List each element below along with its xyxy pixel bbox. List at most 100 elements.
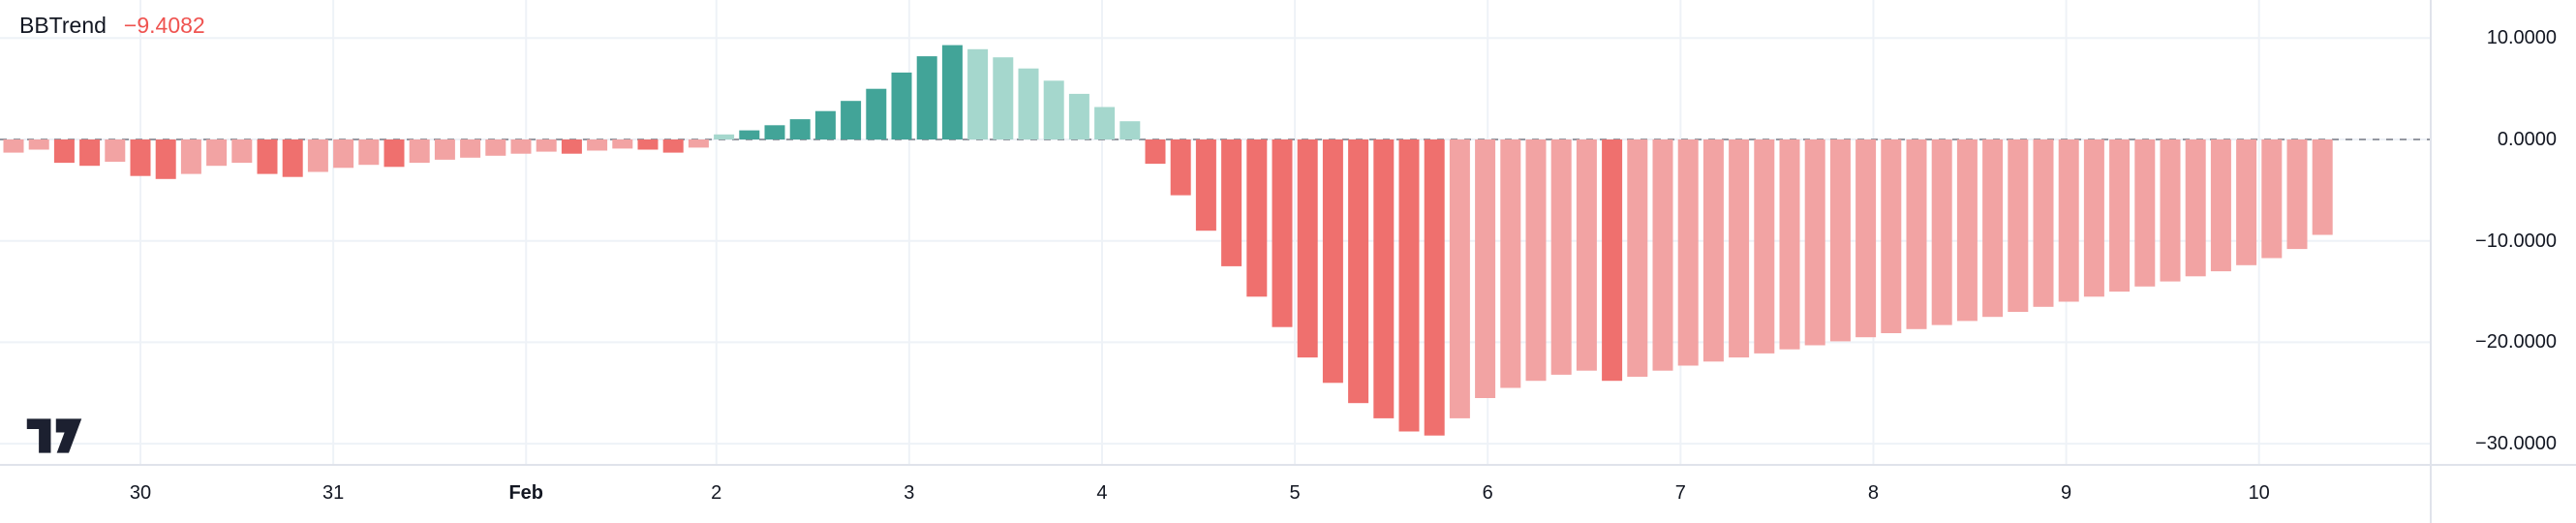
histogram-bar: [434, 139, 455, 160]
histogram-bar: [1525, 139, 1547, 382]
indicator-name[interactable]: BBTrend: [19, 13, 107, 38]
histogram-bar: [2312, 139, 2333, 235]
histogram-bar: [1729, 139, 1750, 358]
time-axis-label: 6: [1482, 482, 1493, 504]
histogram-bar: [993, 57, 1014, 140]
histogram-bar: [155, 139, 176, 179]
histogram-bar: [866, 88, 887, 140]
histogram-bar: [333, 139, 354, 169]
histogram-bar: [206, 139, 228, 167]
histogram-bar: [79, 139, 101, 167]
histogram-bar: [1068, 93, 1089, 139]
histogram-bar: [180, 139, 201, 174]
histogram-bar: [2008, 139, 2029, 312]
time-axis-label: 2: [711, 482, 722, 504]
histogram-bar: [2210, 139, 2231, 272]
indicator-value: −9.4082: [123, 13, 205, 38]
histogram-bar: [28, 139, 49, 150]
histogram-bar: [2185, 139, 2206, 277]
time-axis-label: 8: [1867, 482, 1880, 504]
histogram-bar: [1550, 139, 1572, 375]
price-axis-label: 0.0000: [2497, 129, 2557, 150]
histogram-bar: [1145, 139, 1166, 165]
histogram-bar: [1500, 139, 1521, 388]
histogram-bar: [1297, 139, 1318, 358]
histogram-bar: [764, 125, 785, 139]
time-axis-label: 10: [2248, 482, 2270, 504]
histogram-bar: [130, 139, 151, 176]
histogram-bar: [739, 130, 760, 139]
histogram-bar: [1982, 139, 2004, 318]
histogram-bar: [1576, 139, 1597, 371]
histogram-bar: [1043, 80, 1064, 139]
time-axis-label: 7: [1674, 482, 1686, 504]
histogram-bar: [841, 101, 862, 139]
histogram-bar: [561, 139, 582, 154]
histogram-bar: [1272, 139, 1293, 327]
histogram-bar: [967, 48, 989, 139]
price-axis-separator: [2430, 0, 2432, 523]
histogram-bar: [2109, 139, 2131, 292]
histogram-bar: [1195, 139, 1216, 231]
time-axis-label: 9: [2061, 482, 2072, 504]
price-axis-label: −20.0000: [2475, 331, 2557, 354]
histogram-bar: [1170, 139, 1191, 196]
histogram-bar: [637, 139, 659, 150]
tradingview-logo[interactable]: [25, 416, 83, 455]
tradingview-logo-icon: [26, 418, 82, 453]
histogram-bar: [105, 139, 126, 162]
histogram-bar: [2058, 139, 2079, 302]
histogram-bar: [1754, 139, 1775, 354]
histogram-bar: [891, 72, 912, 139]
price-axis-label: −30.0000: [2475, 433, 2557, 455]
histogram-bar: [485, 139, 506, 156]
plot-area[interactable]: BBTrend −9.4082: [0, 0, 2431, 465]
histogram-bar: [460, 139, 481, 158]
histogram-bar: [1881, 139, 1902, 333]
price-axis-label: 10.0000: [2486, 27, 2557, 49]
time-axis[interactable]: 30 31 Feb 2 3 4 5 6 7 8 9 10: [0, 466, 2576, 523]
histogram-bar: [2286, 139, 2308, 250]
histogram-bar: [2261, 139, 2283, 259]
histogram-bar: [1475, 139, 1496, 398]
histogram-bar: [231, 139, 253, 164]
histogram-bar: [941, 45, 963, 139]
histogram-bar: [2236, 139, 2257, 265]
histogram-bar: [1018, 68, 1039, 139]
price-axis[interactable]: 10.0000 0.0000 −10.0000 −20.0000 −30.0000: [2431, 0, 2576, 465]
histogram-bar: [789, 119, 811, 139]
time-axis-label: 3: [904, 482, 915, 504]
histogram-bar: [2160, 139, 2181, 282]
histogram-bar: [536, 139, 557, 152]
histogram-bar: [1094, 107, 1116, 139]
histogram-bar: [1652, 139, 1673, 371]
histogram-bar: [2134, 139, 2156, 287]
indicator-legend: BBTrend −9.4082: [19, 12, 205, 39]
histogram-bar: [587, 139, 608, 151]
bbtrend-histogram[interactable]: [0, 0, 2431, 465]
histogram-bar: [1602, 139, 1623, 382]
histogram-bar: [2083, 139, 2104, 297]
histogram-bar: [1855, 139, 1877, 338]
histogram-bar: [1322, 139, 1343, 384]
histogram-bar: [714, 134, 735, 139]
histogram-bar: [282, 139, 303, 177]
histogram-bar: [612, 139, 633, 149]
histogram-bar: [814, 110, 836, 139]
histogram-bar: [1804, 139, 1825, 346]
histogram-bar: [1348, 139, 1369, 404]
price-axis-label: −10.0000: [2475, 230, 2557, 252]
histogram-bar: [688, 139, 709, 148]
time-axis-separator: [0, 464, 2576, 466]
histogram-bar: [1398, 139, 1420, 432]
histogram-bar: [1956, 139, 1978, 322]
histogram-bar: [1119, 121, 1141, 139]
histogram-bar: [1424, 139, 1445, 436]
histogram-bar: [1702, 139, 1724, 362]
histogram-bar: [383, 139, 405, 168]
time-axis-label: Feb: [508, 482, 544, 504]
histogram-bar: [3, 139, 24, 153]
histogram-bar: [1449, 139, 1470, 418]
time-axis-label: 31: [322, 482, 345, 504]
